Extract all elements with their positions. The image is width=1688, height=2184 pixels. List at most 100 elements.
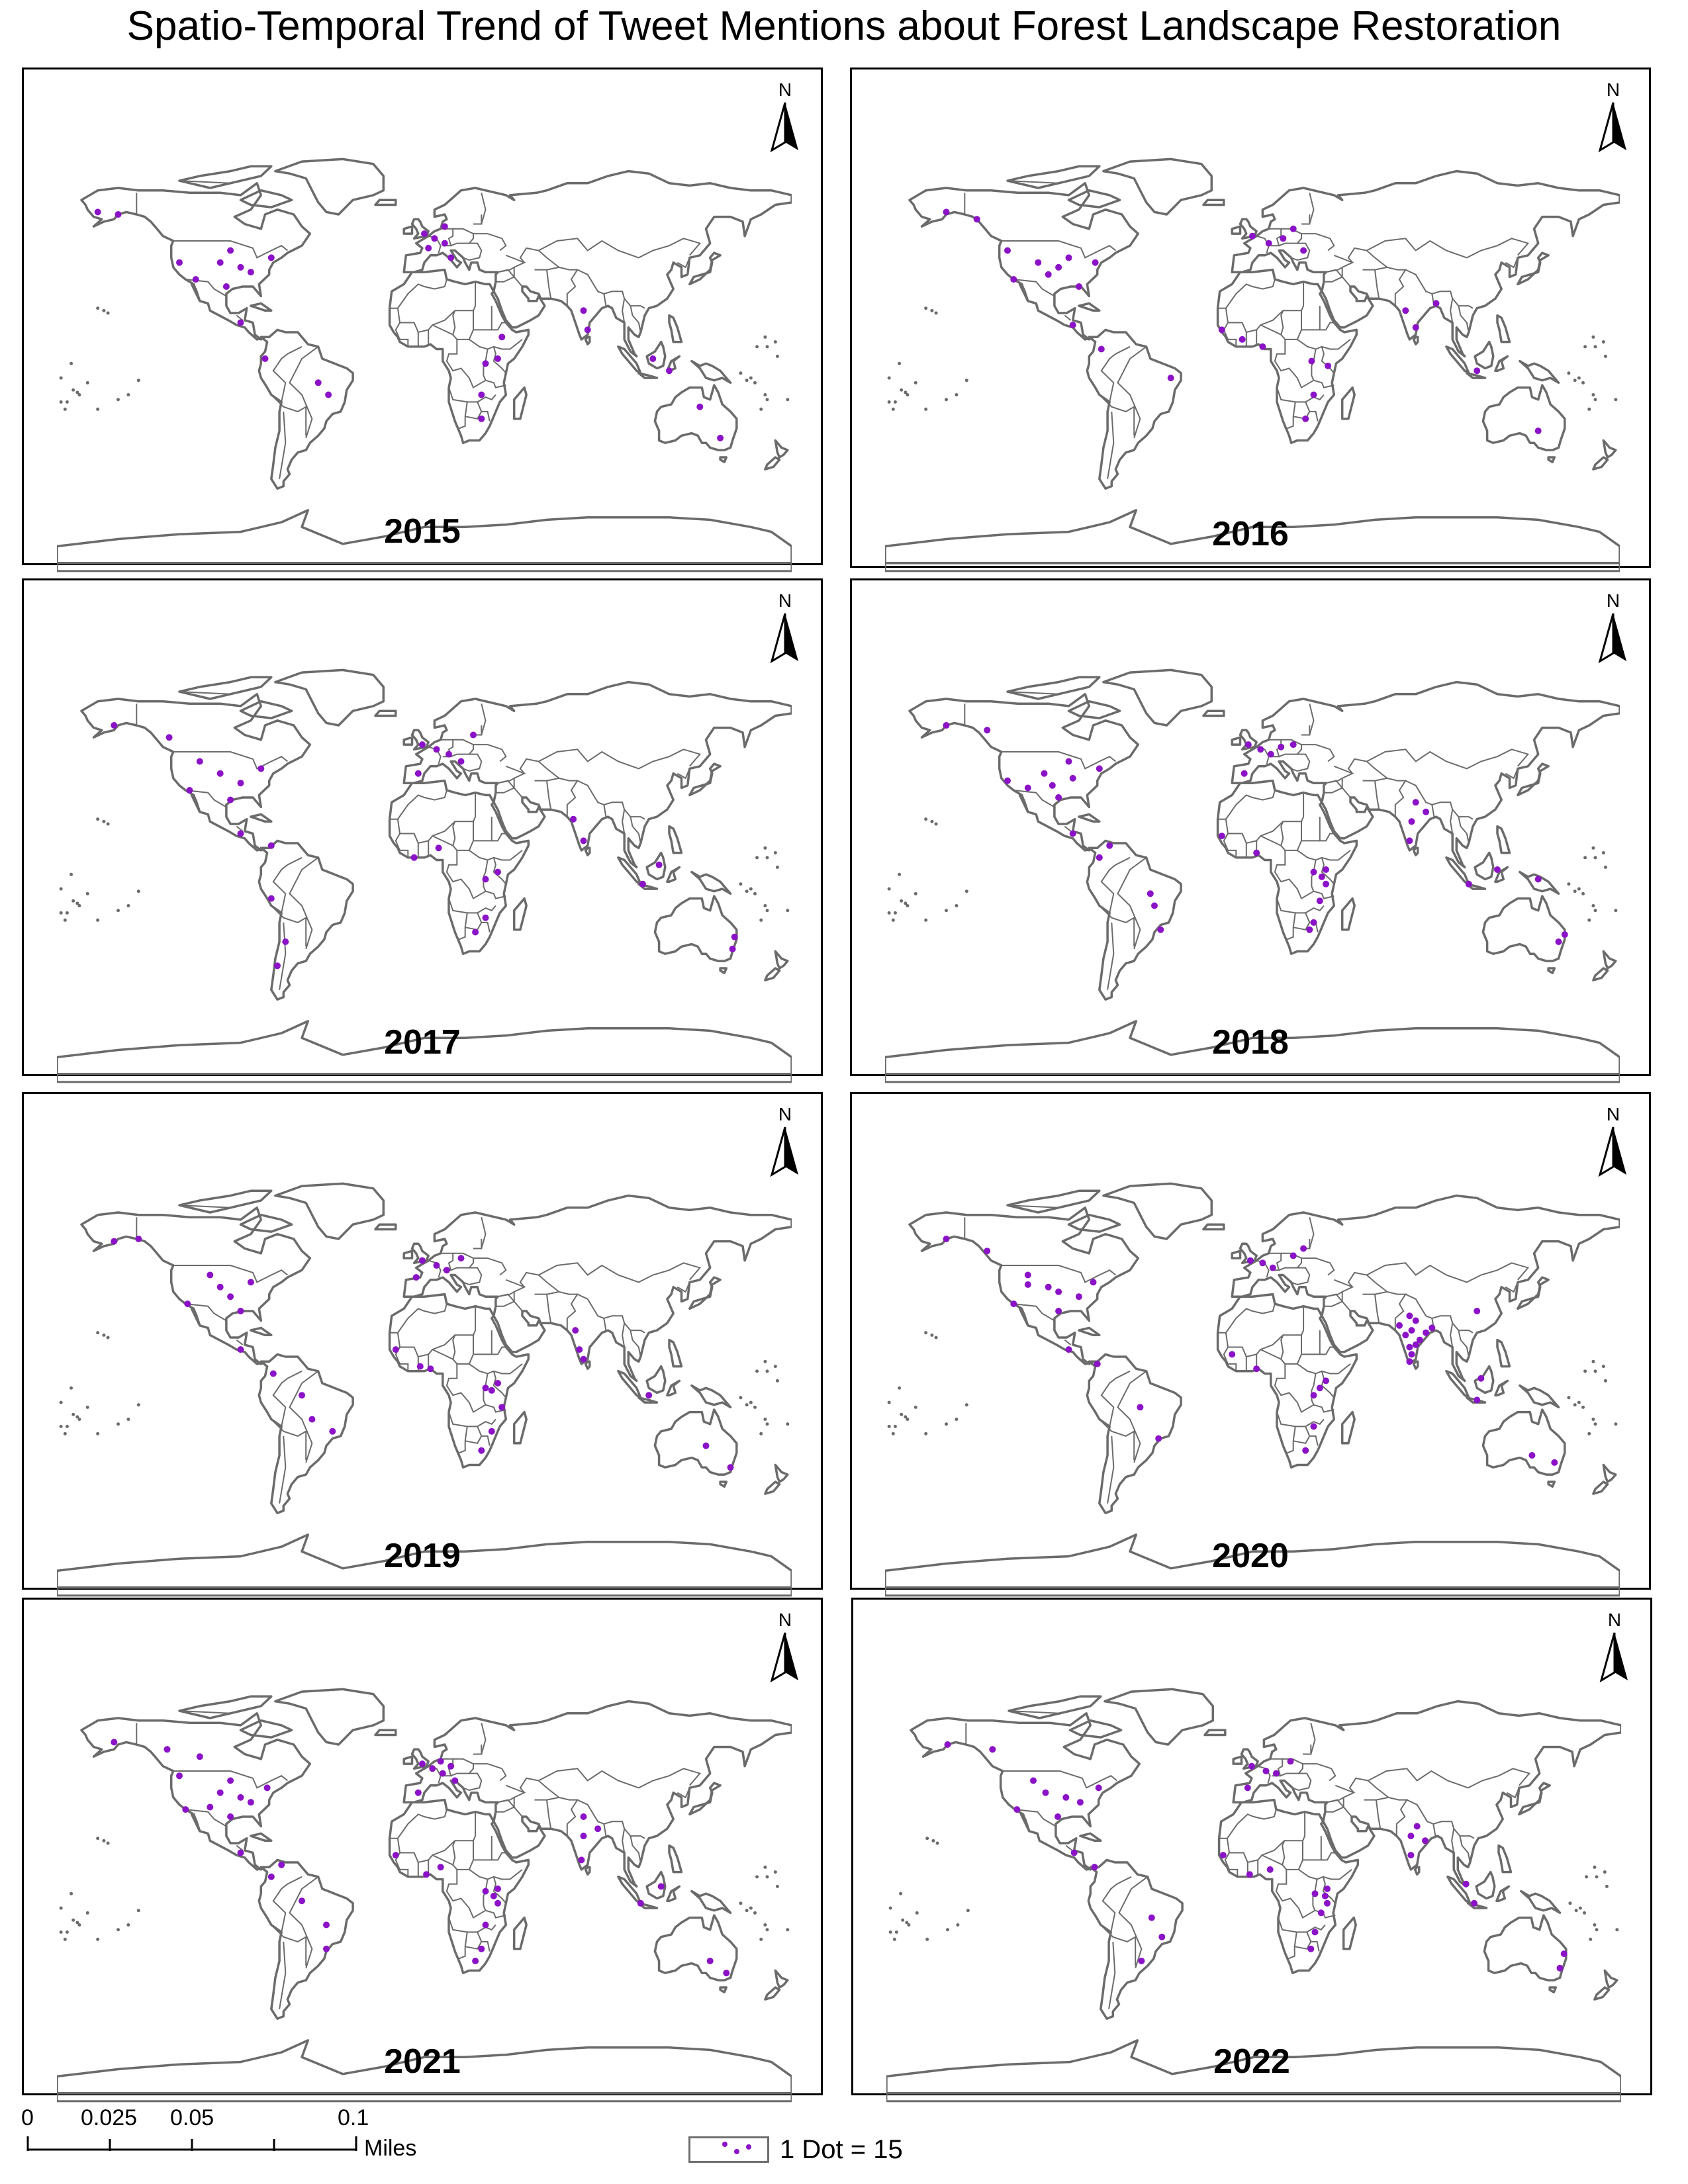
tweet-dots — [943, 208, 1542, 434]
country-border — [546, 1796, 579, 1837]
country-border — [1374, 777, 1407, 817]
legend-dots-icon — [722, 2142, 751, 2154]
tweet-dot — [1534, 876, 1542, 883]
tweet-dot — [267, 1873, 275, 1880]
island-dot — [1587, 1432, 1591, 1435]
island-dot — [1603, 1870, 1607, 1874]
island-dot — [1603, 1379, 1607, 1383]
tweet-dot — [237, 319, 244, 326]
tweet-dot — [176, 1772, 183, 1780]
island-dot — [924, 1432, 928, 1435]
land-outline — [1102, 1182, 1213, 1240]
island-dot — [126, 904, 130, 907]
tweet-dot — [1055, 1813, 1061, 1820]
land-outline — [666, 866, 681, 883]
tweet-dot — [237, 1346, 244, 1353]
country-border — [1322, 1876, 1336, 1904]
land-outline — [645, 340, 667, 370]
tweet-dot — [482, 1385, 489, 1392]
land-outline — [666, 1885, 681, 1902]
country-border — [481, 193, 487, 224]
land-outline — [1202, 709, 1225, 717]
tweet-dot — [1253, 1365, 1260, 1373]
country-border — [452, 310, 474, 340]
island-dot — [749, 1400, 753, 1404]
tweet-dot — [196, 758, 203, 765]
tweet-dot — [1075, 1293, 1082, 1300]
tweet-dot — [437, 1864, 444, 1871]
land-outline — [1078, 1326, 1101, 1337]
legend-swatch — [688, 2136, 769, 2163]
country-border — [1064, 314, 1072, 321]
island-dot — [59, 1424, 63, 1428]
tweet-dot — [1474, 1396, 1481, 1404]
land-outline — [1602, 950, 1617, 970]
tweet-dot — [216, 1789, 224, 1796]
land-outline — [1068, 1719, 1123, 1739]
land-outline — [668, 1844, 683, 1874]
island-dot — [763, 846, 767, 850]
tweet-dot — [182, 1806, 189, 1813]
tweet-dot — [196, 1753, 203, 1760]
tweet-dot — [1300, 247, 1307, 254]
land-outline — [1067, 189, 1121, 208]
country-border — [1268, 1252, 1282, 1271]
island-dot — [77, 1923, 81, 1927]
country-border — [677, 257, 690, 269]
tweet-dot — [1429, 1324, 1436, 1332]
island-dot — [906, 1418, 910, 1421]
land-outline — [178, 165, 273, 189]
country-border — [538, 238, 702, 259]
island-dot — [964, 379, 968, 383]
country-border — [397, 1306, 477, 1358]
country-border — [1323, 1293, 1344, 1307]
tweet-dot — [423, 1871, 430, 1878]
land-outline — [178, 1695, 273, 1719]
country-border — [279, 411, 287, 479]
land-outline — [617, 345, 642, 375]
land-outline — [1519, 359, 1560, 385]
tweet-dot — [216, 259, 224, 266]
island-dot — [1583, 345, 1587, 349]
tweet-dot — [1324, 1886, 1331, 1892]
tweet-dot — [1272, 1770, 1280, 1777]
country-border — [432, 1854, 453, 1866]
tweet-dot — [414, 770, 422, 777]
country-border — [397, 1811, 477, 1864]
island-dot — [955, 904, 959, 907]
island-dot — [786, 398, 790, 402]
country-border — [469, 850, 523, 861]
land-outline — [764, 967, 781, 981]
island-dot — [905, 1921, 909, 1925]
tweet-dot — [392, 1852, 399, 1859]
tweet-dot — [1324, 1899, 1331, 1907]
land-outline — [1602, 439, 1617, 459]
country-border — [463, 1772, 483, 1792]
country-border — [1310, 1723, 1316, 1754]
land-outline — [402, 225, 414, 235]
land-outline — [1519, 1384, 1560, 1409]
island-dot — [900, 388, 904, 392]
island-dot — [891, 407, 895, 411]
island-dot — [753, 891, 757, 895]
island-dot — [914, 891, 917, 895]
tweet-dot — [649, 355, 657, 362]
country-border — [452, 1334, 474, 1365]
land-outline — [774, 439, 789, 459]
country-borders — [965, 1710, 1531, 2009]
tweet-dot — [1556, 1964, 1564, 1972]
island-dot — [1573, 889, 1577, 893]
country-border — [1099, 905, 1135, 947]
island-dot — [102, 308, 106, 312]
land-outline — [57, 2039, 792, 2095]
island-dot — [934, 1336, 938, 1340]
island-dot — [65, 911, 69, 915]
country-border — [279, 922, 287, 990]
land-outline — [1481, 1408, 1566, 1476]
tweet-dot — [192, 276, 199, 283]
island-dot — [59, 1930, 63, 1934]
tweet-dot — [639, 880, 646, 887]
north-label: N — [1607, 1104, 1620, 1124]
land-outline — [374, 1729, 397, 1737]
tweet-dot — [1035, 259, 1042, 266]
